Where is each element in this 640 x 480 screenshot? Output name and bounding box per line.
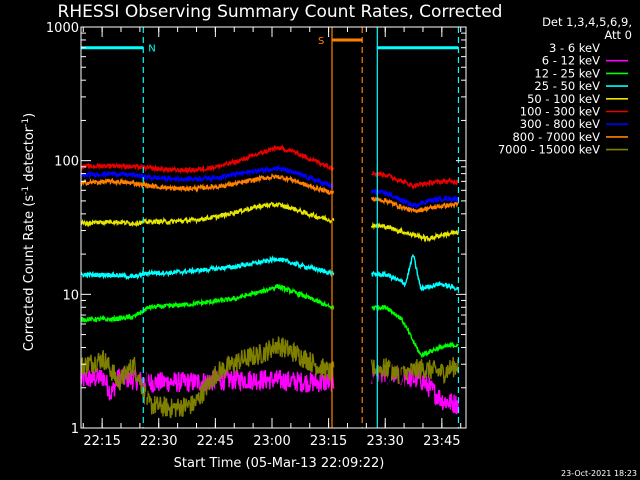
series-line-3-6keV (370, 349, 459, 431)
legend-label: 800 - 7000 keV (512, 130, 600, 144)
plot-area: NS (80, 27, 460, 431)
legend-label: 25 - 50 keV (534, 79, 600, 93)
legend-label: 3 - 6 keV (549, 41, 600, 55)
series-line-800-7000keV (370, 196, 459, 214)
series-line-12-25keV (371, 304, 459, 359)
legend-label: 12 - 25 keV (534, 66, 600, 80)
y-tick-label: 100 (54, 155, 79, 170)
series-line-6-12keV (371, 362, 459, 415)
series-line-25-50keV (80, 255, 335, 281)
x-tick-label: 22:45 (197, 434, 234, 449)
series-line-7000-15000keV (80, 336, 335, 419)
legend-label: 7000 - 15000 keV (498, 143, 600, 157)
series-line-50-100keV (370, 221, 459, 243)
legend-header: Att 0 (604, 28, 632, 42)
y-tick-label: 1000 (46, 21, 79, 36)
series-line-800-7000keV (80, 172, 335, 195)
y-axis-label: Corrected Count Rate (s-1 detector-1) (21, 113, 37, 351)
series-line-100-300keV (371, 170, 459, 191)
legend-label: 300 - 800 keV (520, 117, 600, 131)
axes-frame (80, 26, 467, 429)
x-tick-label: 23:30 (366, 434, 403, 449)
x-tick-label: 22:15 (83, 434, 120, 449)
attenuator-label: N (148, 44, 155, 55)
x-tick-label: 23:00 (253, 434, 290, 449)
footer-timestamp: 23-Oct-2021 18:23 (561, 469, 637, 478)
axes: 1 10 100 1000 22:15 22:30 22:45 23:00 23:15 23:30… (46, 21, 467, 449)
series-line-100-300keV (80, 143, 335, 175)
y-tick-label: 1 (71, 422, 79, 437)
series-line-12-25keV (80, 283, 335, 323)
x-tick-label: 22:30 (140, 434, 177, 449)
series-line-50-100keV (80, 201, 335, 228)
series-line-300-800keV (80, 163, 335, 190)
chart-title: RHESSI Observing Summary Count Rates, Co… (58, 2, 503, 22)
x-tick-label: 23:15 (310, 434, 347, 449)
legend-label: 6 - 12 keV (542, 54, 600, 68)
legend-label: 100 - 300 keV (520, 105, 600, 119)
attenuator-label: S (318, 36, 324, 47)
legend-label: 50 - 100 keV (527, 92, 600, 106)
series-line-300-800keV (370, 188, 459, 210)
series-line-25-50keV (370, 253, 459, 292)
x-tick-label: 23:45 (423, 434, 460, 449)
legend-header: Det 1,3,4,5,6,9, (542, 15, 632, 29)
series-line-7000-15000keV (370, 356, 459, 385)
y-tick-label: 10 (62, 288, 79, 303)
x-axis-label: Start Time (05-Mar-13 22:09:22) (174, 456, 385, 471)
